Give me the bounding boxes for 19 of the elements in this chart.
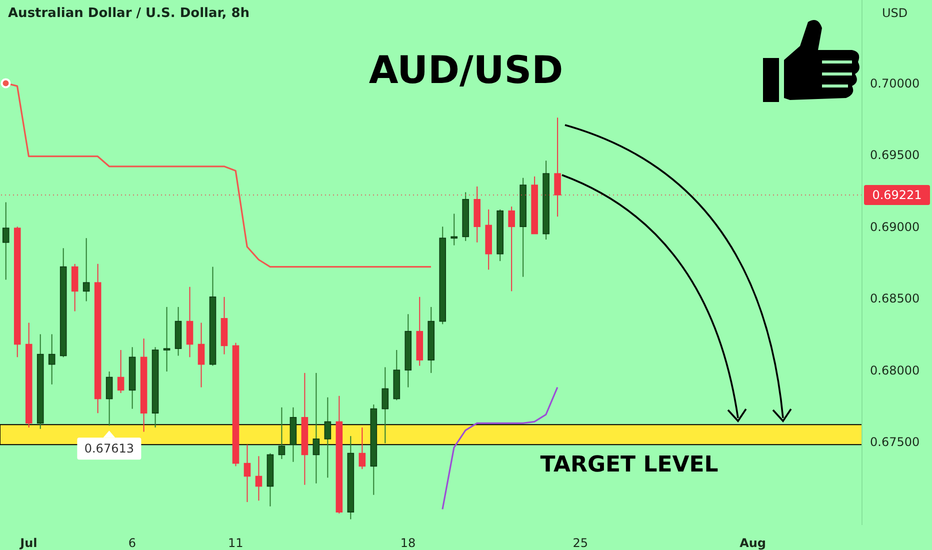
x-tick-label: 11 <box>228 536 244 550</box>
ref-line-label: 0.69221 <box>872 188 922 202</box>
annotation: 0.67613 <box>84 442 134 456</box>
y-tick-label: 0.69500 <box>870 148 920 162</box>
x-tick-label: 25 <box>572 536 588 550</box>
y-tick-label: 0.70000 <box>870 76 920 90</box>
band-label: TARGET LEVEL <box>540 452 718 478</box>
y-axis-title: USD <box>882 6 908 20</box>
x-tick-label: Jul <box>19 536 38 550</box>
y-tick-label: 0.69000 <box>870 220 920 234</box>
text: Australian Dollar / U.S. Dollar, 8h <box>8 6 250 21</box>
text: AUD/USD <box>368 48 564 92</box>
x-tick-label: 6 <box>128 536 136 550</box>
x-tick-label: 18 <box>400 536 416 550</box>
y-tick-label: 0.68000 <box>870 363 920 378</box>
x-tick-label: Aug <box>740 536 766 550</box>
y-tick-label: 0.68500 <box>870 292 920 306</box>
y-tick-label: 0.67500 <box>870 435 920 450</box>
price-callout: 0.67613 <box>77 430 142 460</box>
